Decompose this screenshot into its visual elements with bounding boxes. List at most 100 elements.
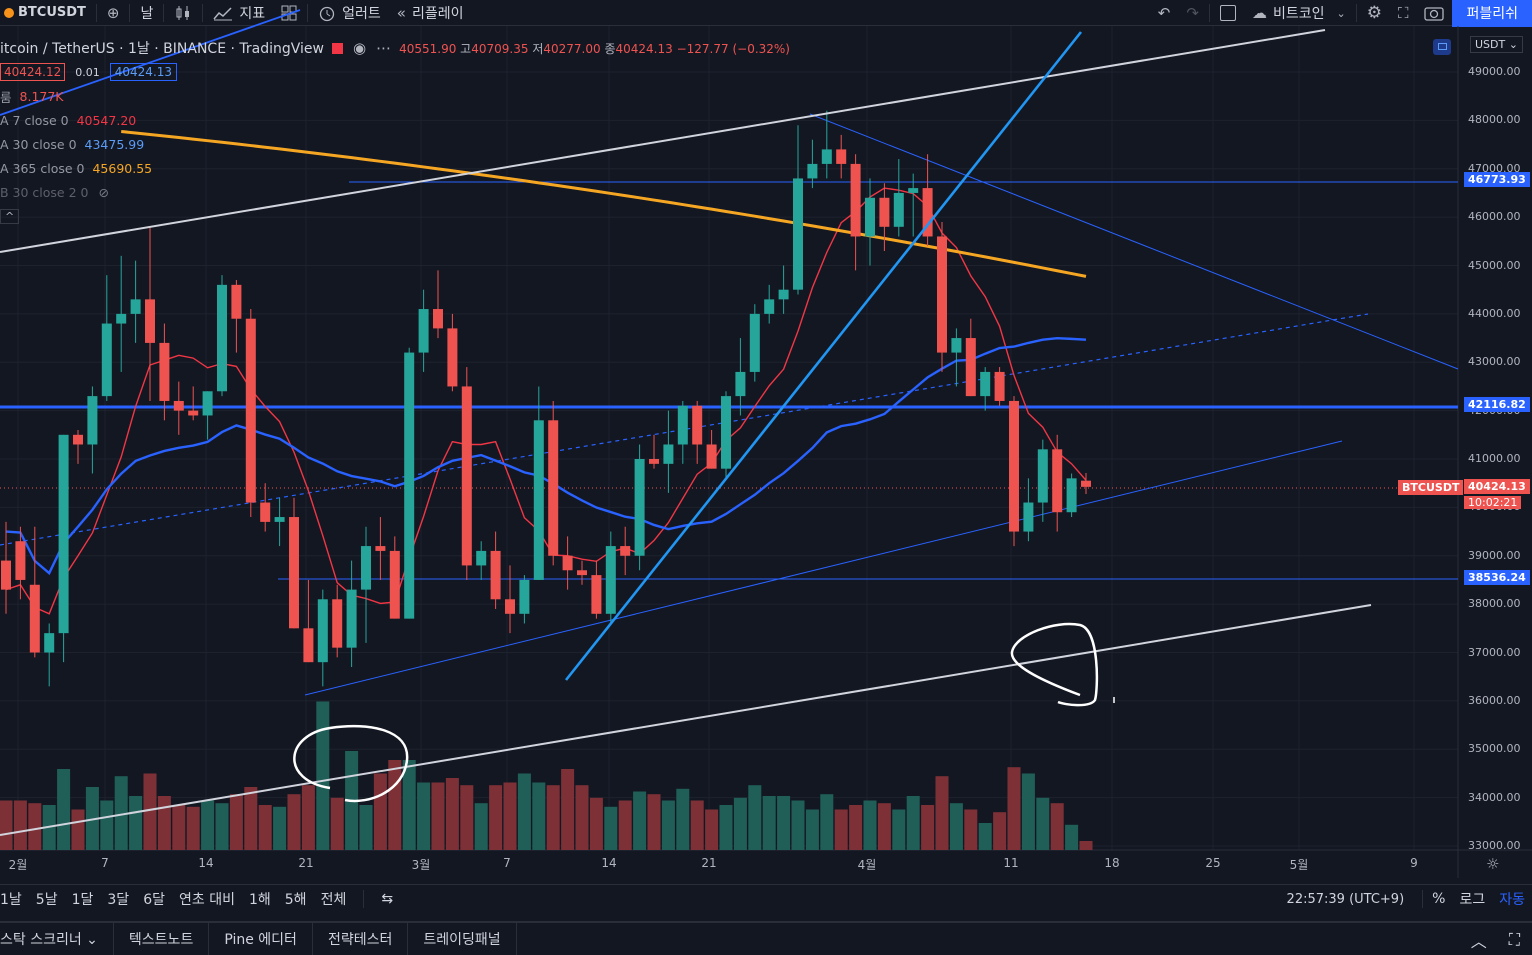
volume-bar bbox=[561, 769, 575, 850]
bid-price[interactable]: 40424.12 bbox=[0, 63, 66, 81]
range-button[interactable]: 연초 대비 bbox=[178, 891, 235, 908]
undo-icon: ↶ bbox=[1157, 4, 1171, 22]
layout-name-label: 비트코인 bbox=[1272, 6, 1325, 22]
symbol-price-tag: BTCUSDT bbox=[1398, 480, 1464, 495]
indicators-button[interactable]: 지표 bbox=[205, 0, 273, 26]
legend-ma365-row[interactable]: A 365 close 0 45690.55 bbox=[0, 156, 790, 180]
time-axis[interactable]: 2월 7 14 21 3월 7 14 21 4월 11 18 25 5월 9 bbox=[0, 852, 1458, 876]
alerts-button[interactable]: 얼러트 bbox=[310, 0, 389, 26]
legend-ma30-row[interactable]: A 30 close 0 43475.99 bbox=[0, 132, 790, 156]
legend: itcoin / TetherUS · 1날 · BINANCE · Tradi… bbox=[0, 36, 790, 228]
price-axis[interactable]: 49000.00 48000.00 47000.00 46000.00 45000.00… bbox=[1458, 60, 1532, 852]
volume-bar bbox=[42, 805, 56, 850]
clock-label[interactable]: 22:57:39 (UTC+9) bbox=[1286, 891, 1405, 907]
chevron-up-icon[interactable]: ︿ bbox=[1470, 932, 1487, 951]
candle-body bbox=[980, 371, 991, 397]
legend-bb-row[interactable]: B 30 close 2 0 ⊘ bbox=[0, 180, 790, 204]
candle-body bbox=[303, 628, 314, 663]
goto-date-button[interactable]: ⇆ bbox=[374, 891, 400, 907]
volume-bar bbox=[964, 809, 978, 850]
compare-symbol-button[interactable]: ⊕ bbox=[99, 0, 128, 26]
snapshot-button[interactable] bbox=[1416, 0, 1452, 26]
ohlc-change: −127.77 (−0.32%) bbox=[676, 41, 790, 56]
symbol-tag-label: BTCUSDT bbox=[1402, 481, 1460, 494]
undo-button[interactable]: ↶ bbox=[1150, 0, 1179, 26]
range-button[interactable]: 3달 bbox=[107, 891, 130, 908]
volume-bar bbox=[935, 776, 949, 850]
redo-button[interactable]: ↷ bbox=[1178, 0, 1207, 26]
candle-body bbox=[15, 541, 26, 580]
panel-tab[interactable]: Pine 에디터 bbox=[209, 922, 313, 955]
volume-bar bbox=[690, 800, 704, 850]
chart-type-button[interactable] bbox=[166, 0, 200, 26]
panel-tab[interactable]: 전략테스터 bbox=[313, 922, 409, 955]
candle-body bbox=[591, 575, 602, 614]
bb-label: B 30 close 2 0 bbox=[0, 184, 89, 200]
volume-bar bbox=[85, 787, 99, 850]
range-button[interactable]: 1날 bbox=[0, 891, 22, 908]
volume-bar bbox=[633, 791, 647, 850]
maximize-pane-button[interactable] bbox=[1433, 39, 1451, 55]
eye-crossed-icon[interactable]: ⊘ bbox=[98, 184, 109, 200]
candle-body bbox=[1052, 449, 1063, 513]
replay-button[interactable]: « 리플레이 bbox=[389, 0, 472, 26]
range-button[interactable]: 5해 bbox=[284, 891, 307, 908]
volume-bar bbox=[834, 809, 848, 850]
legend-volume-row[interactable]: 룸 8.177K bbox=[0, 84, 790, 108]
range-button[interactable]: 전체 bbox=[320, 891, 347, 908]
percent-toggle[interactable]: % bbox=[1432, 891, 1446, 907]
eye-icon[interactable]: ◉ bbox=[352, 39, 367, 57]
chevron-down-icon: ⌄ bbox=[1336, 6, 1346, 20]
volume-bar bbox=[647, 794, 661, 850]
volume-bar bbox=[762, 796, 776, 850]
volume-bars bbox=[0, 701, 1093, 850]
symbol-search-button[interactable]: BTCUSDT bbox=[0, 0, 94, 26]
calendar-arrow-icon: ⇆ bbox=[381, 890, 394, 907]
bottom-panel-tabs: 스탁 스크리너 ⌄ 텍스트노트 Pine 에디터 전략테스터 트레이딩패널 ︿ ⛶ bbox=[0, 921, 1532, 955]
panel-tab[interactable]: 트레이딩패널 bbox=[408, 922, 517, 955]
ohlc-open: 40551.90 bbox=[399, 41, 457, 56]
candle-body bbox=[317, 599, 328, 663]
candle-body bbox=[476, 550, 487, 566]
interval-button[interactable]: 날 bbox=[132, 0, 161, 26]
auto-toggle[interactable]: 자동 bbox=[1499, 892, 1525, 908]
volume-bar bbox=[157, 796, 171, 850]
axis-settings-button[interactable]: ☼ bbox=[1486, 855, 1499, 873]
layout-name-button[interactable]: ☁ 비트코인 ⌄ bbox=[1244, 0, 1354, 26]
volume-bar bbox=[100, 800, 114, 850]
publish-button[interactable]: 퍼블리쉬 bbox=[1452, 0, 1532, 27]
candle-body bbox=[893, 192, 904, 227]
candle-body bbox=[490, 550, 501, 600]
log-toggle[interactable]: 로그 bbox=[1459, 892, 1486, 908]
legend-title-row[interactable]: itcoin / TetherUS · 1날 · BINANCE · Tradi… bbox=[0, 36, 790, 60]
time-tick-label: 7 bbox=[101, 856, 109, 870]
volume-bar bbox=[921, 805, 935, 850]
volume-bar bbox=[301, 785, 315, 850]
range-button[interactable]: 1해 bbox=[248, 891, 271, 908]
price-tick-label: 34000.00 bbox=[1468, 790, 1521, 804]
candle-body bbox=[404, 352, 415, 619]
volume-bar bbox=[431, 782, 445, 850]
panel-tab[interactable]: 스탁 스크리너 ⌄ bbox=[0, 922, 114, 955]
range-button[interactable]: 5날 bbox=[35, 891, 58, 908]
range-button[interactable]: 6달 bbox=[143, 891, 165, 908]
fullscreen-button[interactable]: ⛶ bbox=[1390, 0, 1417, 26]
more-icon[interactable]: ⋯ bbox=[376, 39, 392, 57]
layout-select-button[interactable] bbox=[1212, 0, 1244, 26]
candle-body bbox=[58, 434, 69, 634]
candle-body bbox=[332, 599, 343, 648]
range-button[interactable]: 1달 bbox=[71, 891, 94, 908]
collapse-legend-button[interactable]: ^ bbox=[0, 208, 20, 224]
ohlc-close: 40424.13 bbox=[615, 41, 673, 56]
range-bar: 1날 5날 1달 3달 6달 연초 대비 1해 5해 전체 ⇆ 22:57:39 (UTC+9)… bbox=[0, 884, 1532, 912]
currency-select[interactable]: USDT ⌄ bbox=[1470, 36, 1523, 53]
maximize-panel-icon[interactable]: ⛶ bbox=[1508, 930, 1520, 949]
settings-button[interactable]: ⚙ bbox=[1359, 0, 1390, 26]
volume-bar bbox=[1050, 803, 1064, 850]
templates-button[interactable] bbox=[273, 0, 305, 26]
legend-ma7-row[interactable]: A 7 close 0 40547.20 bbox=[0, 108, 790, 132]
panel-tab[interactable]: 텍스트노트 bbox=[114, 922, 210, 955]
candle-body bbox=[389, 550, 400, 619]
candle-body bbox=[879, 197, 890, 227]
ask-price[interactable]: 40424.13 bbox=[109, 63, 178, 81]
